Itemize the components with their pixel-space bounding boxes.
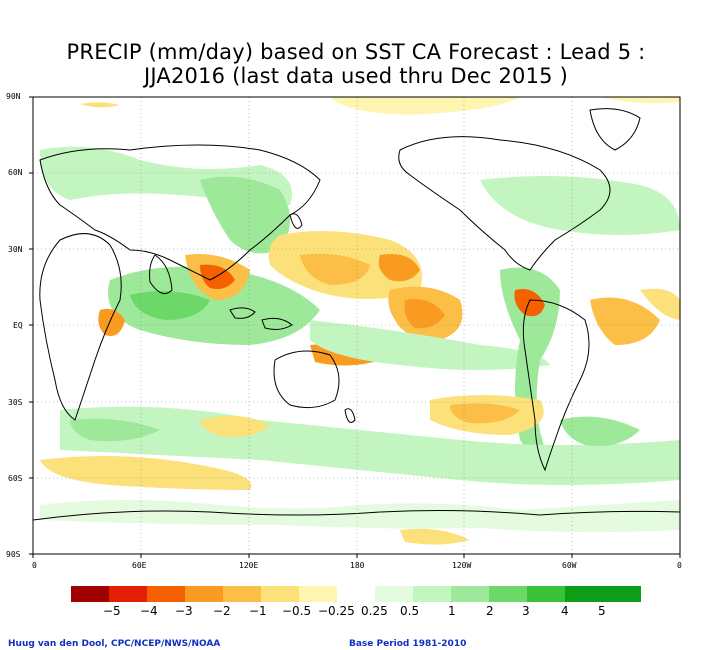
coastline-antarctica xyxy=(33,510,680,521)
legend-swatch xyxy=(109,586,147,602)
coastline-island xyxy=(261,317,293,330)
coastline-north-america xyxy=(398,136,611,271)
legend-swatch xyxy=(603,586,641,602)
wet-region xyxy=(130,291,210,320)
legend-swatch xyxy=(375,586,413,602)
legend-swatch xyxy=(223,586,261,602)
coastline-island xyxy=(229,307,256,319)
coastline-greenland xyxy=(589,108,641,151)
axis-ticks xyxy=(29,96,681,558)
lat-label-eq: EQ xyxy=(13,321,23,330)
legend-swatch xyxy=(147,586,185,602)
dry-region xyxy=(300,253,370,285)
graticule xyxy=(33,97,680,554)
coastline-australia xyxy=(273,350,340,409)
legend-label: −0.5 xyxy=(282,604,312,618)
coastline-africa xyxy=(39,233,122,421)
legend-swatch xyxy=(71,586,109,602)
dry-region xyxy=(450,403,520,424)
coastline-island xyxy=(344,408,356,423)
map-title-line1: PRECIP (mm/day) based on SST CA Forecast… xyxy=(66,40,646,64)
lon-label-0-left: 0 xyxy=(32,561,37,570)
wet-region xyxy=(560,416,640,446)
lon-label-180: 180 xyxy=(350,561,365,570)
legend-label: 2 xyxy=(486,604,494,618)
dry-region xyxy=(40,456,252,490)
wet-region xyxy=(200,176,290,254)
legend-label: 1 xyxy=(448,604,456,618)
wet-region xyxy=(108,266,320,345)
legend-swatch xyxy=(185,586,223,602)
lon-label-60e: 60E xyxy=(132,561,147,570)
coastlines xyxy=(33,108,680,521)
legend-label: −2 xyxy=(213,604,231,618)
legend-label: 0.25 xyxy=(361,604,388,618)
dry-region xyxy=(400,528,470,545)
lon-label-120w: 120W xyxy=(452,561,472,570)
dry-region xyxy=(378,254,420,282)
lon-label-60w: 60W xyxy=(562,561,577,570)
coastline-south-america xyxy=(522,299,590,472)
legend-label: 0.5 xyxy=(400,604,420,618)
dry-region xyxy=(600,97,680,104)
lon-label-120e: 120E xyxy=(239,561,259,570)
legend-swatch xyxy=(261,586,299,602)
legend-swatch xyxy=(451,586,489,602)
coastline-island xyxy=(289,213,303,229)
legend-swatch xyxy=(489,586,527,602)
lat-label-60n: 60N xyxy=(8,168,23,177)
legend-label: −3 xyxy=(175,604,193,618)
legend-swatch xyxy=(413,586,451,602)
legend-swatch xyxy=(337,586,375,602)
dry-region xyxy=(640,288,680,320)
legend-label: 5 xyxy=(598,604,606,618)
wet-region xyxy=(310,320,550,370)
dry-region xyxy=(80,102,120,108)
lat-label-60s: 60S xyxy=(8,474,23,483)
dry-region xyxy=(590,297,660,345)
lat-label-90s: 90S xyxy=(6,550,21,559)
dry-region xyxy=(514,289,545,317)
legend-swatch xyxy=(527,586,565,602)
lat-label-30n: 30N xyxy=(8,245,23,254)
lon-label-0-right: 0 xyxy=(677,561,682,570)
dry-region xyxy=(330,97,520,115)
wet-region xyxy=(40,500,680,533)
map-title-line2: JJA2016 (last data used thru Dec 2015 ) xyxy=(144,64,568,88)
wet-region xyxy=(480,176,680,235)
legend-label: −0.25 xyxy=(318,604,355,618)
wet-region xyxy=(500,267,560,463)
dry-region xyxy=(200,416,270,437)
anomaly-fields xyxy=(40,97,680,545)
coastline-india xyxy=(149,254,173,295)
wet-region xyxy=(70,418,160,442)
dry-region xyxy=(404,299,445,329)
lat-label-30s: 30S xyxy=(8,398,23,407)
legend-label: 4 xyxy=(561,604,569,618)
credit-base-period: Base Period 1981-2010 xyxy=(349,639,467,649)
legend-label: −4 xyxy=(140,604,158,618)
legend-label: 3 xyxy=(522,604,530,618)
coastline-eurasia xyxy=(39,144,321,281)
dry-region xyxy=(98,308,125,336)
legend-label: −1 xyxy=(249,604,267,618)
legend-bar xyxy=(71,586,641,602)
credit-author: Huug van den Dool, CPC/NCEP/NWS/NOAA xyxy=(8,639,221,649)
legend-label: −5 xyxy=(103,604,121,618)
legend-swatch xyxy=(299,586,337,602)
legend-swatch xyxy=(565,586,603,602)
lat-label-90n: 90N xyxy=(6,92,21,101)
